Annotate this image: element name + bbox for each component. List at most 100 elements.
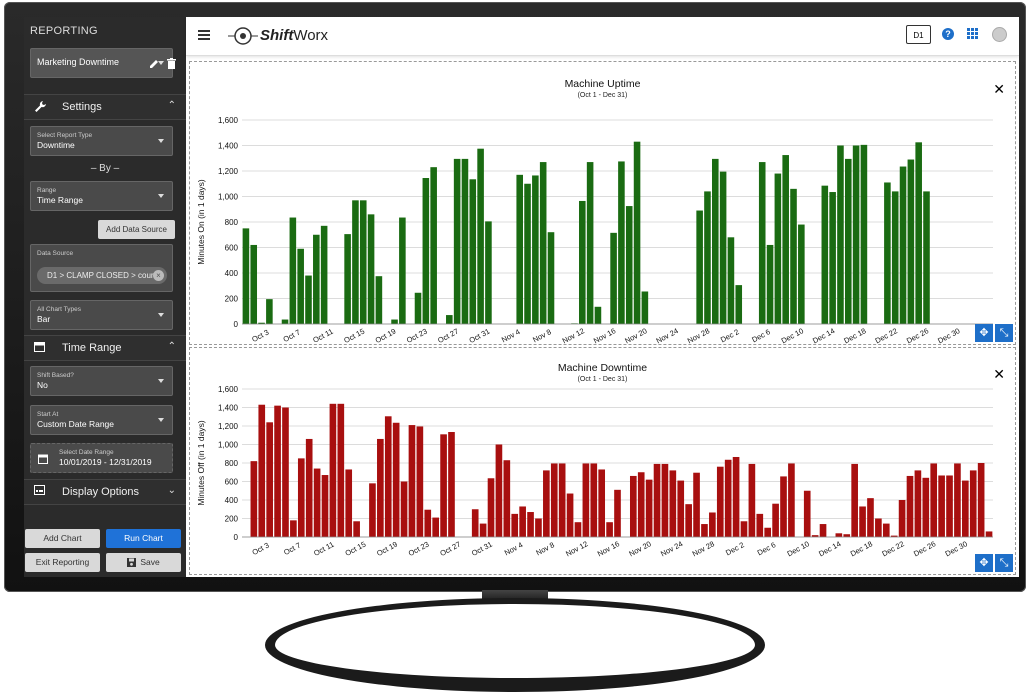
uptime-bar[interactable] bbox=[289, 217, 297, 324]
uptime-bar[interactable] bbox=[618, 161, 625, 324]
uptime-bar[interactable] bbox=[375, 276, 383, 324]
downtime-bar[interactable] bbox=[566, 493, 574, 537]
downtime-bar[interactable] bbox=[772, 503, 779, 537]
downtime-bar[interactable] bbox=[906, 475, 914, 537]
uptime-bar[interactable] bbox=[594, 306, 602, 324]
downtime-bar[interactable] bbox=[440, 434, 447, 537]
downtime-bar[interactable] bbox=[985, 531, 993, 537]
edit-icon[interactable] bbox=[149, 59, 159, 69]
downtime-bar[interactable] bbox=[661, 463, 669, 537]
downtime-bar[interactable] bbox=[353, 521, 360, 537]
uptime-bar[interactable] bbox=[305, 275, 312, 324]
downtime-bar[interactable] bbox=[748, 463, 756, 537]
downtime-bar[interactable] bbox=[527, 512, 534, 537]
uptime-bar[interactable] bbox=[414, 292, 422, 324]
uptime-bar[interactable] bbox=[250, 244, 258, 324]
downtime-bar[interactable] bbox=[788, 463, 795, 537]
uptime-bar[interactable] bbox=[766, 244, 774, 324]
date-range-picker[interactable]: Select Date Range 10/01/2019 - 12/31/201… bbox=[30, 443, 173, 473]
uptime-bar[interactable] bbox=[907, 159, 915, 324]
uptime-bar[interactable] bbox=[524, 183, 531, 324]
downtime-bar[interactable] bbox=[503, 460, 511, 537]
downtime-bar[interactable] bbox=[709, 512, 716, 537]
uptime-bar[interactable] bbox=[539, 162, 547, 324]
downtime-bar[interactable] bbox=[819, 524, 827, 537]
downtime-bar[interactable] bbox=[859, 506, 866, 537]
report-select[interactable]: Marketing Downtime bbox=[30, 48, 173, 78]
expand-icon[interactable]: ⤡ bbox=[995, 554, 1013, 572]
downtime-bar[interactable] bbox=[369, 483, 376, 537]
uptime-bar[interactable] bbox=[586, 162, 594, 324]
uptime-bar[interactable] bbox=[281, 319, 289, 324]
downtime-bar[interactable] bbox=[321, 475, 329, 537]
downtime-bar[interactable] bbox=[875, 518, 882, 538]
uptime-bar[interactable] bbox=[923, 191, 930, 324]
uptime-bar[interactable] bbox=[829, 192, 836, 324]
report-type-select[interactable]: Select Report Type Downtime bbox=[30, 126, 173, 156]
downtime-bar[interactable] bbox=[962, 480, 969, 537]
downtime-bar[interactable] bbox=[756, 513, 764, 537]
uptime-bar[interactable] bbox=[242, 228, 250, 324]
user-avatar[interactable] bbox=[992, 27, 1007, 42]
start-at-select[interactable]: Start At Custom Date Range bbox=[30, 405, 173, 435]
uptime-bar[interactable] bbox=[352, 200, 359, 324]
downtime-bar[interactable] bbox=[479, 523, 487, 537]
display-options-section-header[interactable]: Display Options ⌄ bbox=[24, 479, 186, 505]
downtime-bar[interactable] bbox=[867, 498, 874, 537]
device-selector[interactable]: D1 bbox=[906, 25, 931, 44]
downtime-bar[interactable] bbox=[400, 481, 408, 538]
downtime-bar[interactable] bbox=[851, 463, 858, 537]
move-icon[interactable]: ✥ bbox=[975, 324, 993, 342]
uptime-bar[interactable] bbox=[758, 162, 766, 324]
downtime-bar[interactable] bbox=[432, 517, 439, 537]
downtime-bar[interactable] bbox=[487, 478, 495, 537]
downtime-bar[interactable] bbox=[701, 524, 708, 537]
downtime-bar[interactable] bbox=[606, 522, 613, 537]
help-icon[interactable]: ? bbox=[942, 28, 954, 40]
downtime-bar[interactable] bbox=[732, 456, 740, 537]
downtime-bar[interactable] bbox=[764, 527, 772, 537]
uptime-bar[interactable] bbox=[313, 234, 320, 324]
remove-chip-icon[interactable]: × bbox=[153, 270, 164, 281]
uptime-bar[interactable] bbox=[258, 322, 265, 324]
uptime-bar[interactable] bbox=[579, 200, 586, 324]
move-icon[interactable]: ✥ bbox=[975, 554, 993, 572]
downtime-bar[interactable] bbox=[543, 470, 550, 537]
downtime-bar[interactable] bbox=[590, 463, 598, 537]
downtime-bar[interactable] bbox=[416, 426, 424, 537]
save-button[interactable]: Save bbox=[106, 553, 181, 572]
uptime-bar[interactable] bbox=[641, 291, 649, 324]
uptime-bar[interactable] bbox=[359, 200, 367, 324]
downtime-bar[interactable] bbox=[890, 535, 898, 537]
add-data-source-button[interactable]: Add Data Source bbox=[98, 220, 175, 239]
downtime-bar[interactable] bbox=[969, 470, 977, 537]
uptime-bar[interactable] bbox=[899, 166, 907, 324]
uptime-bar[interactable] bbox=[547, 232, 555, 324]
uptime-bar[interactable] bbox=[430, 167, 437, 324]
uptime-bar[interactable] bbox=[469, 179, 477, 324]
downtime-bar[interactable] bbox=[645, 479, 653, 537]
downtime-bar[interactable] bbox=[558, 463, 566, 537]
downtime-bar[interactable] bbox=[258, 404, 266, 537]
shift-based-select[interactable]: Shift Based? No bbox=[30, 366, 173, 396]
apps-grid-icon[interactable] bbox=[967, 28, 978, 39]
downtime-bar[interactable] bbox=[803, 490, 811, 537]
uptime-bar[interactable] bbox=[712, 158, 719, 324]
chart-type-select[interactable]: All Chart Types Bar bbox=[30, 300, 173, 330]
downtime-bar[interactable] bbox=[313, 468, 321, 537]
uptime-bar[interactable] bbox=[266, 299, 273, 324]
uptime-bar[interactable] bbox=[453, 158, 461, 324]
downtime-bar[interactable] bbox=[392, 422, 400, 537]
downtime-bar[interactable] bbox=[511, 513, 519, 537]
downtime-bar[interactable] bbox=[685, 504, 692, 537]
uptime-bar[interactable] bbox=[485, 221, 492, 324]
uptime-bar[interactable] bbox=[344, 234, 351, 324]
uptime-bar[interactable] bbox=[884, 182, 891, 324]
uptime-bar[interactable] bbox=[727, 237, 735, 324]
downtime-bar[interactable] bbox=[724, 459, 732, 537]
uptime-bar[interactable] bbox=[860, 144, 868, 324]
add-chart-button[interactable]: Add Chart bbox=[25, 529, 100, 548]
uptime-bar[interactable] bbox=[891, 191, 899, 324]
downtime-bar[interactable] bbox=[384, 416, 392, 537]
uptime-bar[interactable] bbox=[837, 145, 844, 325]
